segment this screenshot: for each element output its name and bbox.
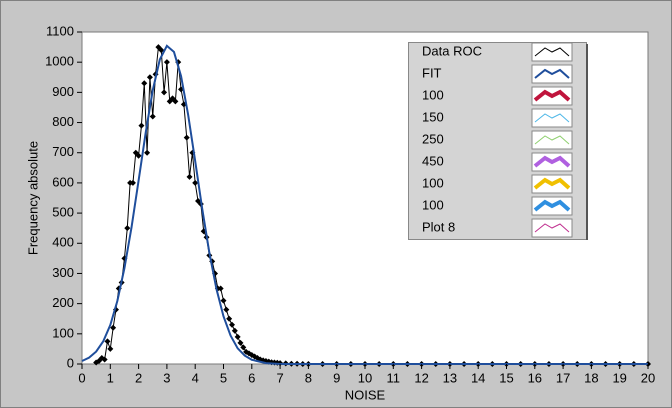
x-tick-label: 9 [333,370,340,385]
data-point [183,134,190,141]
data-point [172,98,179,105]
y-tick-label: 1100 [46,23,74,38]
x-tick-label: 2 [135,370,142,385]
x-tick-label: 19 [612,370,626,385]
legend-swatch [534,223,570,233]
x-tick-label: 15 [499,370,513,385]
data-point [217,285,224,292]
plot [81,44,651,367]
y-tick-label: 100 [52,325,74,340]
data-point [161,89,168,96]
x-tick-label: 18 [584,370,598,385]
data-point [228,321,235,328]
legend-swatch [534,68,570,79]
x-tick-label: 10 [358,370,372,385]
data-point [240,344,247,351]
x-tick-label: 14 [471,370,485,385]
legend-label: Plot 8 [422,219,455,234]
x-tick-label: 1 [107,370,114,385]
data-point [231,327,238,334]
data-point [223,306,230,313]
x-axis-label: NOISE [345,387,386,402]
legend-label: FIT [422,65,442,80]
y-tick-label: 600 [52,174,74,189]
legend-swatch [533,199,571,212]
y-tick-label: 200 [52,295,74,310]
data-point [237,339,244,346]
y-tick-label: 300 [52,265,74,280]
legend-label: 100 [422,197,444,212]
y-tick-label: 1000 [45,54,74,69]
data-point [124,225,131,232]
x-tick-label: 5 [220,370,227,385]
y-tick-label: 700 [52,144,74,159]
x-tick-label: 3 [163,370,170,385]
legend-label: 150 [422,109,444,124]
x-tick-label: 13 [443,370,457,385]
legend-swatch [534,113,570,123]
data-point [146,74,153,81]
x-tick-label: 0 [78,370,85,385]
data-point [138,122,145,129]
x-tick-label: 7 [276,370,283,385]
series-line [81,44,648,365]
legend-label: 100 [422,175,444,190]
data-point [141,80,148,87]
data-point [144,149,151,156]
y-tick-label: 500 [52,205,74,220]
x-tick-label: 4 [192,370,199,385]
data-point [110,324,117,331]
legend-label: 450 [422,153,444,168]
data-point [192,179,199,186]
data-point [226,315,233,322]
y-axis-label: Frequency absolute [25,141,40,255]
legend-label: 250 [422,131,444,146]
legend-swatch [533,177,571,190]
data-point [158,47,165,54]
data-point [186,173,193,180]
x-tick-label: 11 [387,370,401,385]
legend-swatch [533,155,571,168]
x-tick-label: 12 [414,370,428,385]
legend-label: Data ROC [422,43,482,58]
x-tick-label: 8 [305,370,312,385]
x-tick-label: 20 [641,370,655,385]
data-point [104,338,111,345]
data-point [129,179,136,186]
x-tick-label: 6 [248,370,255,385]
x-tick-label: 16 [528,370,542,385]
data-point [220,297,227,304]
data-point [107,345,114,352]
y-tick-label: 0 [67,355,74,370]
legend-swatch [533,89,571,102]
data-point [163,59,170,66]
data-point [135,152,142,159]
data-point [149,113,156,120]
legend-label: 100 [422,87,444,102]
data-point [101,356,108,363]
legend-swatch [534,135,570,145]
x-tick-label: 17 [556,370,570,385]
data-point [234,333,241,340]
y-tick-label: 900 [52,84,74,99]
y-tick-label: 400 [52,235,74,250]
y-tick-label: 800 [52,114,74,129]
legend-swatch [534,47,570,57]
